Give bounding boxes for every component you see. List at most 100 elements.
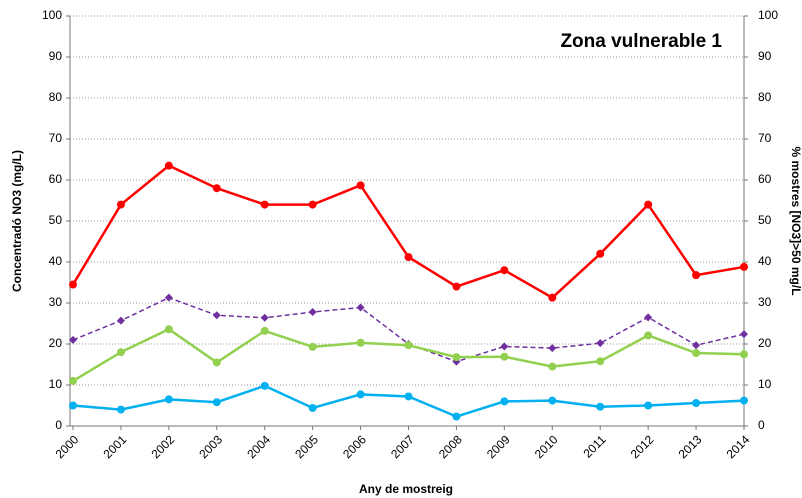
y-tick-label: 80 [49, 90, 63, 104]
data-point [212, 184, 221, 193]
data-point [260, 200, 269, 209]
x-tick-label: 2012 [628, 432, 657, 461]
x-tick-label: 2002 [148, 432, 177, 461]
data-point [356, 181, 365, 190]
y-tick-label: 20 [49, 336, 63, 350]
data-point [69, 280, 77, 289]
series-line [72, 296, 745, 363]
data-point [740, 396, 748, 405]
y-tick-label: 90 [49, 49, 63, 63]
data-point [69, 376, 77, 385]
data-point [164, 161, 173, 170]
data-point [596, 249, 605, 258]
data-point [164, 395, 173, 404]
x-tick-label: 2005 [292, 432, 321, 461]
y-tick-label: 50 [49, 213, 63, 227]
data-point [404, 341, 413, 350]
y-tick-label: 100 [42, 8, 62, 22]
x-axis-label: Any de mostreig [359, 482, 453, 496]
data-point [692, 399, 701, 408]
x-tick-label: 2010 [532, 432, 561, 461]
data-point [500, 342, 509, 351]
data-point [260, 313, 269, 322]
y2-tick-label: 60 [758, 172, 772, 186]
data-point [308, 308, 317, 317]
data-point [644, 313, 653, 322]
y-axis-label: Concentradó NO3 (mg/L) [10, 150, 24, 292]
data-point [260, 326, 269, 335]
y2-tick-label: 20 [758, 336, 772, 350]
data-point [596, 402, 605, 411]
data-point [164, 325, 173, 334]
x-tick-label: 2001 [101, 432, 130, 461]
data-point [116, 200, 125, 209]
data-point [356, 303, 365, 312]
data-point [452, 282, 461, 291]
data-point [692, 271, 701, 280]
data-point [116, 348, 125, 357]
y-tick-label: 30 [49, 295, 63, 309]
data-point [308, 342, 317, 351]
y2-tick-label: 40 [758, 254, 772, 268]
data-point [548, 396, 557, 405]
y2-tick-label: 10 [758, 377, 772, 391]
data-point [404, 253, 413, 262]
y-tick-label: 70 [49, 131, 63, 145]
y2-axis-label: % mostres [NO3]>50 mg/L [789, 146, 802, 295]
y2-tick-label: 30 [758, 295, 772, 309]
y2-tick-label: 0 [758, 418, 765, 432]
x-tick-label: 2007 [388, 432, 417, 461]
data-point [69, 335, 77, 344]
data-point [740, 262, 748, 271]
y2-tick-label: 50 [758, 213, 772, 227]
data-point [212, 398, 221, 407]
data-point [500, 266, 509, 275]
y2-tick-label: 80 [758, 90, 772, 104]
x-tick-label: 2006 [340, 432, 369, 461]
y2-tick-label: 70 [758, 131, 772, 145]
y-tick-label: 40 [49, 254, 63, 268]
data-point [452, 353, 461, 362]
data-point [69, 401, 77, 410]
data-point [596, 357, 605, 366]
data-point [260, 381, 269, 390]
y2-tick-label: 90 [758, 49, 772, 63]
x-tick-label: 2008 [436, 432, 465, 461]
x-tick-label: 2014 [724, 432, 753, 461]
data-point [212, 311, 221, 320]
data-point [116, 316, 125, 325]
x-tick-label: 2009 [484, 432, 513, 461]
data-point [692, 341, 701, 350]
x-tick-label: 2011 [580, 432, 608, 460]
x-tick-label: 2013 [676, 432, 705, 461]
data-point [308, 403, 317, 412]
data-point [548, 293, 557, 302]
data-point [116, 405, 125, 414]
data-point [356, 390, 365, 399]
data-point [644, 331, 653, 340]
data-point [548, 344, 557, 353]
data-point [500, 352, 509, 361]
y-tick-label: 60 [49, 172, 63, 186]
data-point [596, 339, 605, 348]
data-point [548, 362, 557, 371]
x-tick-label: 2004 [244, 432, 273, 461]
data-point [644, 200, 653, 209]
series-line [72, 384, 745, 418]
series-line [72, 327, 745, 382]
data-point [404, 392, 413, 401]
y-tick-label: 10 [49, 377, 63, 391]
data-point [740, 350, 748, 359]
data-point [644, 401, 653, 410]
x-tick-label: 2000 [53, 432, 82, 461]
data-point [692, 349, 701, 358]
data-point [356, 338, 365, 347]
y-tick-label: 0 [55, 418, 62, 432]
data-point [212, 358, 221, 367]
data-point [500, 397, 509, 406]
data-point [740, 330, 748, 339]
data-point [452, 412, 461, 421]
data-point [164, 293, 173, 302]
y2-tick-label: 100 [758, 8, 778, 22]
